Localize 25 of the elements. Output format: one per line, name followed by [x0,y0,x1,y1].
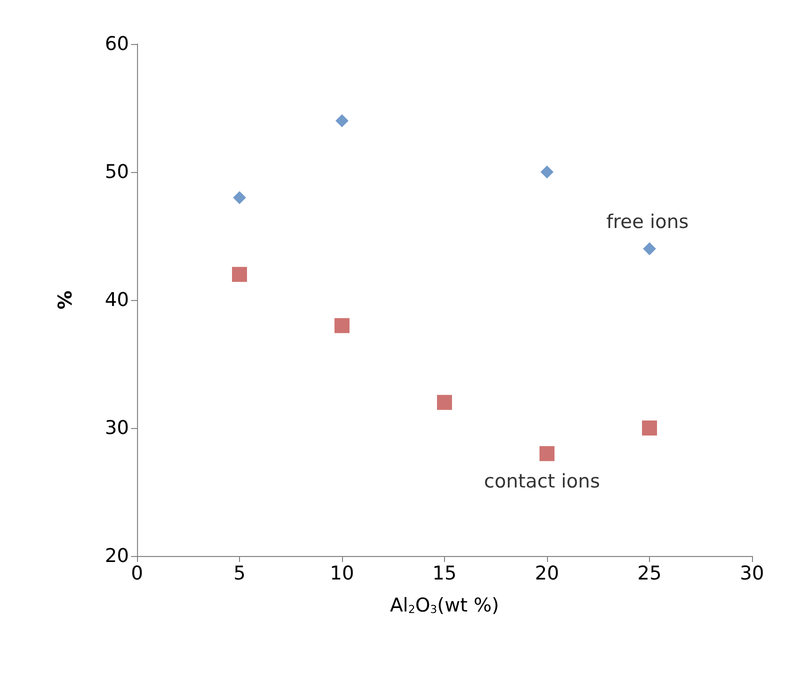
x-tick-label: 20 [534,562,560,584]
point [642,420,657,436]
y-tick-label: 50 [104,161,129,183]
y-axis-title: % [54,290,76,310]
series-label: contact ions [484,470,600,493]
x-tick-label: 10 [330,562,354,584]
x-axis-title: Al2O3(wt %) [390,594,500,616]
x-tick-label: 30 [740,562,764,584]
x-tick-label: 15 [432,562,457,584]
x-tick-label: 5 [233,562,246,584]
point [540,166,554,178]
y-tick-label: 30 [104,417,129,439]
y-tick-label: 40 [104,289,129,311]
y-tick-label: 20 [104,545,129,567]
point [233,191,246,204]
x-tick-label: 0 [130,562,144,584]
point [437,394,452,410]
y-tick-label: 60 [104,33,129,55]
point [232,266,247,282]
x-tick-label: 25 [637,562,662,584]
point [643,242,656,256]
point [336,114,348,128]
series-label: free ions [606,210,689,233]
point [540,446,554,462]
point [334,318,350,334]
